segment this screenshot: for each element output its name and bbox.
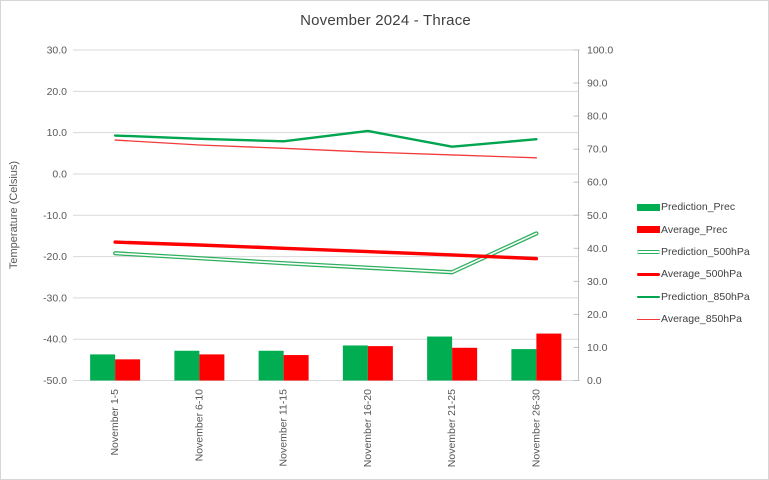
line-prediction_500hpa-core — [114, 232, 538, 274]
right-axis-tick-label: 10.0 — [587, 342, 608, 354]
line-average_850hpa — [114, 139, 538, 159]
line-prediction_850hpa — [113, 129, 538, 148]
right-axis-tick-label: 90.0 — [587, 78, 608, 90]
x-axis-category-label: November 21-25 — [446, 389, 458, 467]
bar-swatch-icon — [637, 226, 660, 234]
right-axis-tick-label: 70.0 — [587, 144, 608, 156]
legend-label: Average_Prec — [661, 223, 728, 236]
line-double-swatch-icon — [637, 249, 660, 254]
right-axis-tick-label: 20.0 — [587, 309, 608, 321]
line-thin-swatch-icon — [637, 318, 660, 320]
left-axis-tick-label: -10.0 — [43, 210, 67, 222]
left-axis-tick-label: -30.0 — [43, 292, 67, 304]
bar-prediction_prec — [90, 354, 116, 381]
left-axis-tick-label: 0.0 — [52, 168, 67, 180]
right-axis-tick-label: 40.0 — [587, 243, 608, 255]
left-axis-tick-label: -40.0 — [43, 334, 67, 346]
right-axis-tick-label: 50.0 — [587, 210, 608, 222]
chart-legend: Prediction_Prec Average_Prec Prediction_50… — [637, 196, 768, 330]
left-axis-tick-label: -50.0 — [43, 375, 67, 387]
line-prediction_500hpa — [113, 231, 539, 275]
legend-item-average_850hpa: Average_850hPa — [637, 308, 768, 330]
legend-label: Prediction_Prec — [661, 201, 736, 214]
bar-average_prec — [367, 346, 393, 381]
x-axis-category-label: November 16-20 — [362, 389, 374, 467]
left-axis-tick-label: 30.0 — [47, 45, 68, 57]
legend-label: Average_500hPa — [661, 268, 742, 281]
bar-average_prec — [283, 355, 309, 381]
left-axis-tick-label: 10.0 — [47, 127, 68, 139]
line-average_500hpa — [113, 240, 539, 261]
left-axis-tick-label: 20.0 — [47, 86, 68, 98]
bar-average_prec — [536, 333, 562, 381]
bar-average_prec — [452, 347, 478, 381]
legend-label: Average_850hPa — [661, 313, 742, 326]
chart-title: November 2024 - Thrace — [300, 12, 471, 29]
right-axis-tick-label: 0.0 — [587, 375, 602, 387]
legend-label: Prediction_500hPa — [661, 245, 750, 258]
x-axis-category-label: November 1-5 — [109, 389, 121, 456]
legend-item-prediction_500hpa: Prediction_500hPa — [637, 241, 768, 263]
bar-average_prec — [115, 359, 141, 381]
line-thick-swatch-icon — [637, 272, 660, 277]
right-axis-tick-label: 30.0 — [587, 276, 608, 288]
bar-prediction_prec — [258, 350, 284, 381]
bar-prediction_prec — [511, 349, 537, 381]
legend-item-average_500hpa: Average_500hPa — [637, 263, 768, 285]
right-axis-tick-label: 60.0 — [587, 177, 608, 189]
bar-prediction_prec — [174, 350, 200, 381]
x-axis-category-label: November 11-15 — [278, 389, 290, 467]
x-axis-category-label: November 26-30 — [530, 389, 542, 467]
legend-item-prediction_850hpa: Prediction_850hPa — [637, 286, 768, 308]
legend-item-average_prec: Average_Prec — [637, 218, 768, 240]
bar-average_prec — [199, 354, 225, 381]
x-axis-category-label: November 6-10 — [193, 389, 205, 462]
left-axis-tick-label: -20.0 — [43, 251, 67, 263]
bar-prediction_prec — [427, 336, 453, 381]
legend-item-prediction_prec: Prediction_Prec — [637, 196, 768, 218]
line-medium-swatch-icon — [637, 295, 660, 298]
right-axis-tick-label: 80.0 — [587, 111, 608, 123]
bar-swatch-icon — [637, 203, 660, 211]
right-axis-tick-label: 100.0 — [587, 45, 613, 57]
bar-prediction_prec — [342, 345, 368, 381]
legend-label: Prediction_850hPa — [661, 290, 750, 303]
